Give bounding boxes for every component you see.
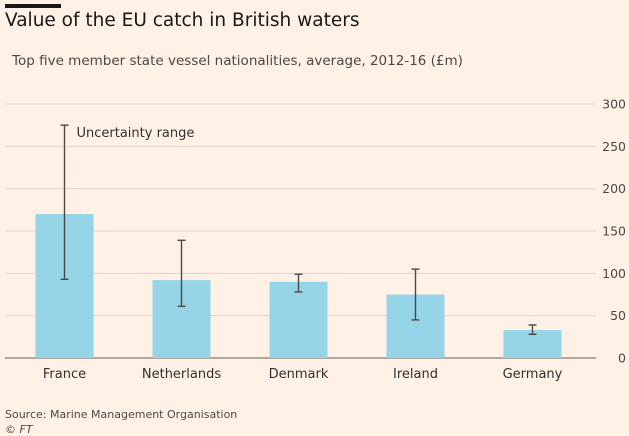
x-tick-label: Netherlands: [142, 367, 221, 382]
y-tick-label: 250: [602, 139, 626, 154]
y-tick-label: 150: [602, 224, 626, 239]
y-tick-label: 0: [618, 351, 626, 366]
source-note: Source: Marine Management Organisation: [5, 408, 238, 421]
y-tick-label: 200: [602, 181, 626, 196]
bar: [269, 281, 328, 358]
uncertainty-annotation: Uncertainty range: [77, 126, 195, 141]
x-tick-label: France: [43, 367, 86, 382]
ft-title-rule: [5, 4, 61, 8]
ft-credit: © FT: [5, 423, 33, 436]
x-tick-label: Ireland: [393, 367, 438, 382]
y-tick-label: 100: [602, 266, 626, 281]
chart-subtitle: Top five member state vessel nationaliti…: [12, 53, 463, 69]
x-tick-label: Germany: [503, 367, 563, 382]
y-tick-label: 50: [610, 308, 626, 323]
x-tick-label: Denmark: [269, 367, 329, 382]
y-tick-label: 300: [602, 97, 626, 112]
chart-title: Value of the EU catch in British waters: [5, 10, 360, 31]
